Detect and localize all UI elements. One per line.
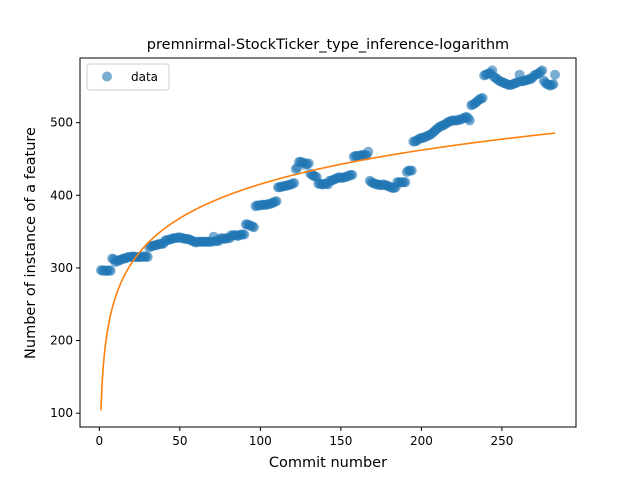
data-point xyxy=(142,252,153,263)
legend-box xyxy=(86,63,170,91)
x-tick-label: 50 xyxy=(172,434,187,448)
x-tick-label: 200 xyxy=(410,434,433,448)
data-point xyxy=(105,265,116,276)
y-tick-label: 200 xyxy=(50,334,73,348)
y-tick-label: 300 xyxy=(50,261,73,275)
data-point xyxy=(406,165,417,176)
data-point xyxy=(400,177,411,188)
y-axis-label: Number of instance of a feature xyxy=(23,127,39,359)
data-point xyxy=(363,146,374,157)
data-point xyxy=(248,222,259,233)
x-tick-label: 250 xyxy=(490,434,513,448)
y-tick-label: 500 xyxy=(50,116,73,130)
data-point xyxy=(239,229,250,240)
x-axis-label: Commit number xyxy=(269,455,387,471)
data-point xyxy=(289,177,300,188)
data-point xyxy=(271,196,282,207)
legend-label-data: data xyxy=(131,70,158,84)
data-point xyxy=(464,115,475,126)
data-point xyxy=(550,69,561,80)
axes-frame xyxy=(79,57,577,428)
data-point xyxy=(548,79,559,90)
x-tick-label: 0 xyxy=(96,434,104,448)
x-tick-label: 150 xyxy=(329,434,352,448)
legend-marker-data xyxy=(102,71,112,82)
y-tick-label: 100 xyxy=(50,406,73,420)
scatter-series-data xyxy=(95,65,561,276)
legend: data xyxy=(86,63,170,91)
data-point xyxy=(477,92,488,103)
y-axis: 100 200 300 400 500 xyxy=(50,116,80,420)
data-point xyxy=(303,158,314,169)
fit-curve xyxy=(100,132,556,411)
chart-title: premnirmal-StockTicker_type_inference-lo… xyxy=(147,37,509,53)
data-point xyxy=(347,169,358,180)
data-point xyxy=(537,65,548,76)
plot-area xyxy=(79,57,577,428)
x-tick-label: 100 xyxy=(249,434,272,448)
y-tick-label: 400 xyxy=(50,188,73,202)
x-axis: 0 50 100 150 200 250 xyxy=(96,427,513,448)
